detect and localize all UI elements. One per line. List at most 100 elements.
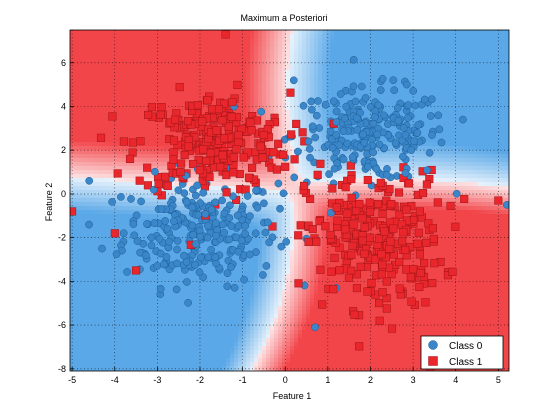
region-cell: [218, 66, 223, 71]
region-cell: [130, 306, 135, 311]
region-cell: [98, 98, 103, 103]
region-cell: [114, 130, 119, 135]
region-cell: [210, 294, 215, 299]
region-cell: [94, 58, 99, 63]
region-cell: [118, 346, 123, 351]
region-cell: [166, 70, 171, 75]
region-cell: [202, 198, 207, 203]
region-cell: [286, 178, 291, 183]
region-cell: [266, 294, 271, 299]
region-cell: [110, 130, 115, 135]
region-cell: [226, 86, 231, 91]
region-cell: [242, 266, 247, 271]
region-cell: [74, 274, 79, 279]
region-cell: [194, 338, 199, 343]
region-cell: [262, 174, 267, 179]
region-cell: [102, 354, 107, 359]
region-cell: [98, 362, 103, 367]
region-cell: [102, 82, 107, 87]
region-cell: [198, 46, 203, 51]
region-cell: [270, 230, 275, 235]
region-cell: [146, 342, 151, 347]
region-cell: [242, 294, 247, 299]
region-cell: [78, 238, 83, 243]
region-cell: [238, 94, 243, 99]
region-cell: [286, 266, 291, 271]
region-cell: [150, 174, 155, 179]
region-cell: [150, 338, 155, 343]
region-cell: [266, 214, 271, 219]
region-cell: [246, 42, 251, 47]
region-cell: [110, 66, 115, 71]
region-cell: [146, 38, 151, 43]
region-cell: [162, 122, 167, 127]
region-cell: [246, 314, 251, 319]
region-cell: [266, 186, 271, 191]
region-cell: [270, 350, 275, 355]
region-cell: [82, 350, 87, 355]
region-cell: [270, 78, 275, 83]
region-cell: [218, 94, 223, 99]
region-cell: [170, 338, 175, 343]
region-cell: [114, 358, 119, 363]
region-cell: [70, 170, 75, 175]
region-cell: [70, 178, 75, 183]
region-cell: [226, 62, 231, 67]
region-cell: [262, 94, 267, 99]
region-cell: [166, 114, 171, 119]
region-cell: [114, 74, 119, 79]
region-cell: [110, 142, 115, 147]
region-cell: [134, 134, 139, 139]
region-cell: [294, 114, 299, 119]
region-cell: [82, 286, 87, 291]
region-cell: [294, 238, 299, 243]
region-cell: [282, 350, 287, 355]
region-cell: [290, 202, 295, 207]
region-cell: [270, 50, 275, 55]
region-cell: [118, 58, 123, 63]
region-cell: [294, 290, 299, 295]
region-cell: [234, 278, 239, 283]
region-cell: [278, 62, 283, 67]
region-cell: [90, 142, 95, 147]
region-cell: [138, 290, 143, 295]
region-cell: [162, 270, 167, 275]
region-cell: [74, 134, 79, 139]
region-cell: [86, 134, 91, 139]
region-cell: [82, 186, 87, 191]
region-cell: [86, 358, 91, 363]
region-cell: [138, 46, 143, 51]
region-cell: [166, 66, 171, 71]
region-cell: [226, 82, 231, 87]
region-cell: [90, 254, 95, 259]
region-cell: [82, 86, 87, 91]
region-cell: [134, 174, 139, 179]
region-cell: [122, 202, 127, 207]
region-cell: [266, 94, 271, 99]
region-cell: [242, 102, 247, 107]
region-cell: [242, 314, 247, 319]
region-cell: [290, 326, 295, 331]
region-cell: [138, 258, 143, 263]
region-cell: [170, 286, 175, 291]
region-cell: [158, 350, 163, 355]
region-cell: [210, 282, 215, 287]
region-cell: [154, 270, 159, 275]
region-cell: [254, 102, 259, 107]
region-cell: [266, 86, 271, 91]
region-cell: [106, 370, 111, 371]
region-cell: [146, 58, 151, 63]
region-cell: [98, 30, 103, 35]
region-cell: [294, 266, 299, 271]
region-cell: [202, 154, 207, 159]
region-cell: [210, 298, 215, 303]
region-cell: [246, 326, 251, 331]
region-cell: [198, 70, 203, 75]
region-cell: [114, 126, 119, 131]
region-cell: [70, 94, 75, 99]
region-cell: [126, 146, 131, 151]
region-cell: [130, 246, 135, 251]
region-cell: [298, 90, 303, 95]
region-cell: [290, 50, 295, 55]
region-cell: [106, 62, 111, 67]
